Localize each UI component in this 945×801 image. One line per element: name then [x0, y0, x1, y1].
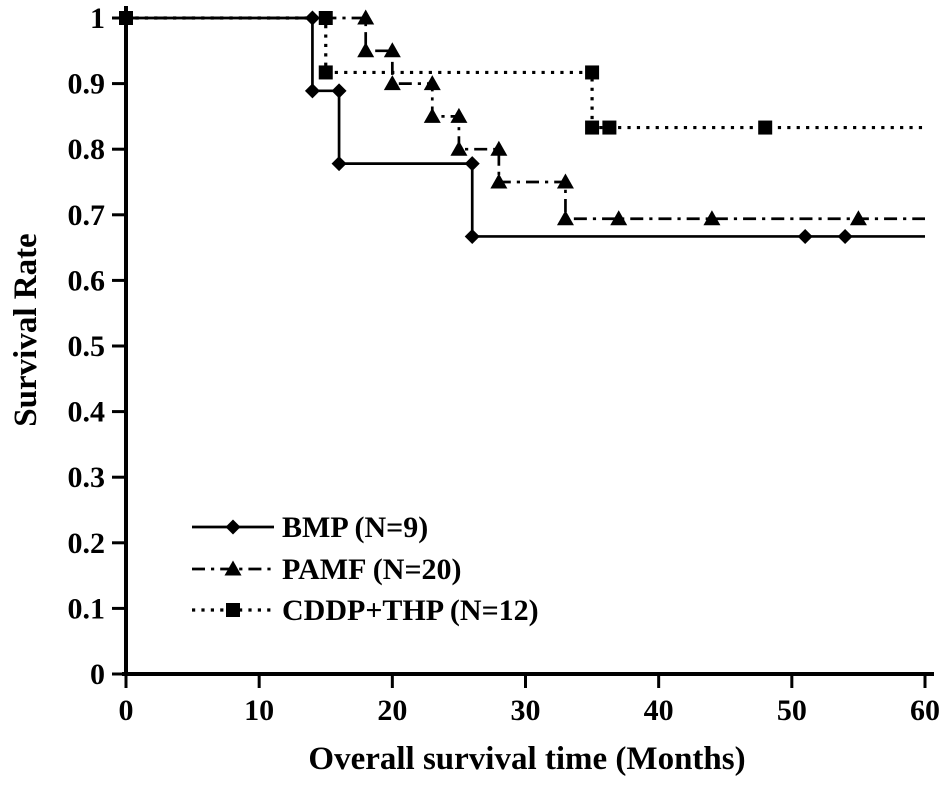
series-pamf-triangle-marker [490, 140, 508, 156]
legend-entry-bmp: BMP (N=9) [192, 511, 428, 544]
series-pamf-triangle-marker [610, 210, 628, 226]
axes-layer: 1 0.9 0.8 0.7 0.6 0.5 0.4 0.3 0.2 0.1 00 10 20 30 40 50… [68, 2, 941, 727]
series-bmp-diamond-marker [797, 228, 813, 244]
y-tick-label: 0.5 [68, 330, 106, 363]
legend-cddp-thp-square-marker [226, 603, 240, 617]
series-bmp-diamond-marker [464, 228, 480, 244]
series-pamf-triangle-marker [450, 140, 468, 156]
series-bmp-diamond-marker [304, 10, 320, 26]
x-tick-label: 30 [511, 694, 541, 727]
y-tick-label: 0.1 [68, 592, 106, 625]
series-cddp-thp-square-marker [119, 11, 133, 25]
legend-entry-pamf: PAMF (N=20) [192, 553, 462, 586]
x-tick-label: 50 [777, 694, 807, 727]
series-pamf-triangle-marker [423, 75, 441, 91]
legend: BMP (N=9) PAMF (N=20) CDDP+THP (N=12) [192, 511, 539, 627]
series-pamf-triangle-marker [357, 42, 375, 58]
y-axis-title: Survival Rate [8, 233, 44, 426]
series-cddp-thp-square-marker [318, 65, 333, 80]
legend-label-cddp-thp: CDDP+THP (N=12) [282, 594, 539, 627]
series-pamf-triangle-marker [703, 210, 721, 226]
legend-bmp-diamond-marker [225, 519, 241, 535]
y-tick-label: 0.4 [68, 396, 106, 429]
series-pamf-triangle-marker [383, 75, 401, 91]
series-pamf-triangle-marker [556, 210, 574, 226]
y-tick-label: 0.9 [68, 68, 106, 101]
series-pamf-triangle-marker [423, 107, 441, 123]
series-cddp-thp-square-marker [758, 120, 773, 135]
series-line-bmp [126, 16, 925, 238]
y-tick-label: 0.6 [68, 264, 106, 297]
series-line-cddp-thp [126, 16, 925, 130]
series-cddp-thp-square-marker [585, 120, 600, 135]
series-line-pamf [126, 16, 925, 221]
series-pamf-triangle-marker [849, 210, 867, 226]
legend-label-bmp: BMP (N=9) [282, 511, 428, 544]
series-bmp-diamond-marker [331, 156, 347, 172]
x-tick-label: 10 [244, 694, 274, 727]
y-tick-label: 1 [90, 2, 105, 35]
series-pamf-triangle-marker [383, 42, 401, 58]
x-axis-title: Overall survival time (Months) [308, 741, 745, 777]
series-bmp-diamond-marker [304, 83, 320, 99]
y-tick-label: 0.8 [68, 133, 106, 166]
x-tick-label: 40 [644, 694, 674, 727]
series-bmp-diamond-marker [837, 228, 853, 244]
x-tick-label: 0 [119, 694, 134, 727]
legend-pamf-triangle-marker [224, 560, 242, 576]
series-cddp-thp-square-marker [318, 11, 333, 25]
series-pamf-triangle-marker [450, 107, 468, 123]
y-tick-label: 0.3 [68, 461, 106, 494]
legend-label-pamf: PAMF (N=20) [282, 553, 462, 586]
series-bmp-diamond-marker [331, 83, 347, 99]
series-pamf-triangle-marker [357, 9, 375, 25]
series-pamf-triangle-marker [490, 173, 508, 189]
x-tick-label: 60 [910, 694, 940, 727]
y-tick-label: 0 [90, 658, 105, 691]
y-tick-label: 0.2 [68, 527, 106, 560]
series-bmp-diamond-marker [464, 156, 480, 172]
series-pamf-triangle-marker [556, 173, 574, 189]
legend-entry-cddp-thp: CDDP+THP (N=12) [192, 594, 539, 627]
series-cddp-thp-square-marker [602, 120, 617, 135]
y-tick-label: 0.7 [68, 199, 106, 232]
series-cddp-thp-square-marker [585, 65, 600, 80]
x-tick-label: 20 [377, 694, 407, 727]
series-layer [119, 9, 925, 244]
